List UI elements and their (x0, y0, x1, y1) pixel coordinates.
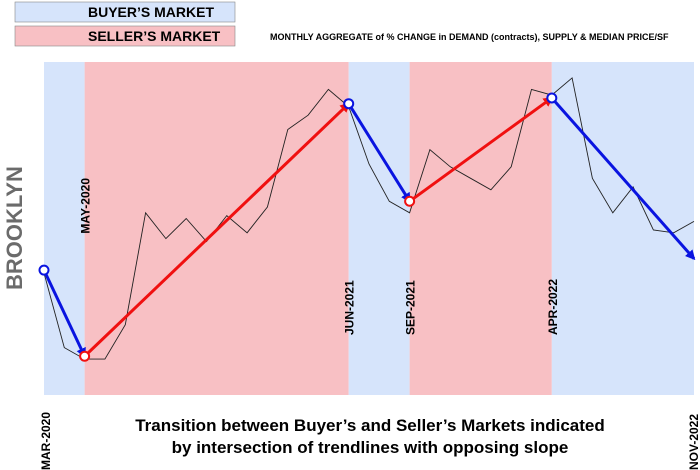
region-buyer-2022-04 (551, 62, 694, 395)
legend-label-sellers: SELLER’S MARKET (88, 28, 221, 44)
trend-start-marker-3 (404, 195, 416, 207)
trend-start-marker-4 (546, 92, 558, 104)
trendline-buyer-4 (550, 96, 696, 261)
trendline-seller-3 (408, 96, 554, 203)
event-label-2021-09: SEP-2021 (404, 280, 418, 335)
trendline-buyer-0 (42, 269, 86, 359)
market-regions (44, 62, 694, 395)
trendline-seller-1 (83, 102, 351, 358)
x-end-label: NOV-2022 (687, 414, 700, 470)
region-buyer-2021-06 (348, 62, 410, 395)
x-start-label: MAR-2020 (39, 412, 53, 470)
region-seller-2021-09 (409, 62, 552, 395)
series-line (43, 77, 695, 360)
caption-line-1: Transition between Buyer’s and Seller’s … (135, 416, 605, 435)
event-label-2021-06: JUN-2021 (343, 280, 357, 335)
legend-swatch-buyers (14, 1, 236, 23)
caption-line-2: by intersection of trendlines with oppos… (172, 438, 569, 457)
trendline-buyer-2 (347, 102, 411, 203)
trend-start-marker-0 (38, 264, 50, 276)
legend-label-buyers: BUYER’S MARKET (88, 4, 214, 20)
trendlines (38, 92, 696, 362)
trend-start-marker-1 (79, 350, 91, 362)
price-line-group (43, 77, 695, 360)
event-label-2020-05: MAY-2020 (79, 178, 93, 234)
trend-start-marker-2 (343, 98, 355, 110)
event-label-2022-04: APR-2022 (546, 279, 560, 335)
legend-swatch-sellers (14, 25, 236, 47)
legend: BUYER’S MARKET SELLER’S MARKET (14, 1, 236, 47)
side-title: BROOKLYN (2, 166, 27, 290)
chart-title: MONTHLY AGGREGATE of % CHANGE in DEMAND … (270, 32, 669, 42)
event-labels: MAY-2020 JUN-2021 SEP-2021 APR-2022 (79, 178, 560, 335)
